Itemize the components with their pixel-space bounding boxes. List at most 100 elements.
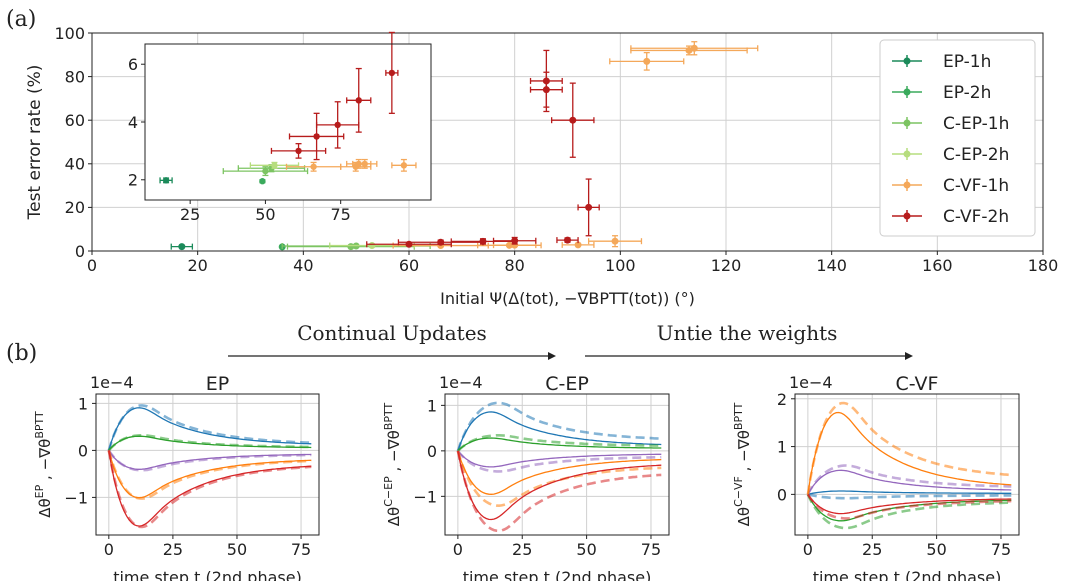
x-tick-label: 75 [991,540,1011,559]
untie-weights-arrow: Untie the weights [585,321,913,360]
y-tick-label: 20 [65,198,85,217]
bptt-curve-red [806,493,1012,520]
update-curve-orange [807,411,1012,495]
x-tick-label: 0 [104,540,114,559]
data-point [271,162,278,169]
x-tick-label: 0 [803,540,813,559]
data-point [347,243,355,251]
data-point [162,177,170,184]
untie-weights-label: Untie the weights [657,321,838,345]
y-tick-label: 0 [78,441,88,460]
data-point [511,237,519,245]
x-tick-label: 50 [576,540,596,559]
x-tick-label: 25 [862,540,882,559]
x-axis-label: time step t (2nd phase) [813,568,1002,581]
x-tick-label: 25 [180,205,200,224]
y-tick-label: 1 [427,396,437,415]
data-point [355,97,362,104]
x-tick-label: 0 [87,256,97,275]
data-point [585,203,593,211]
data-point [400,162,408,169]
data-point [437,238,445,246]
update-curve-purple [108,450,312,470]
y-tick-label: −1 [413,487,437,506]
x-tick-label: 100 [605,256,636,275]
y-tick-label: 1 [777,438,787,457]
data-point [310,163,317,170]
continual-updates-label: Continual Updates [297,321,487,345]
legend-entry-label: EP-2h [943,83,991,103]
update-curve-red [457,450,662,521]
data-point [564,236,571,244]
update-curve-purple [457,450,662,468]
y-tick-label: 100 [54,24,85,43]
bptt-curve-blue [807,493,1012,500]
update-curve-blue [807,490,1012,496]
x-tick-label: 50 [255,205,275,224]
bptt-curve-purple [107,449,312,472]
panel-label-b: (b) [6,341,37,366]
update-curve-blue [457,411,662,452]
x-tick-label: 75 [291,540,311,559]
x-axis-label: Initial Ψ(Δ(tot), −∇BPTT(tot)) (°) [440,289,695,308]
y-tick-label: 6 [128,55,138,74]
x-tick-label: 140 [816,256,847,275]
legend-entry-label: C-VF-2h [943,207,1009,227]
x-tick-label: 75 [331,205,351,224]
plot-frame [794,393,1020,536]
bptt-curve-red [107,450,312,529]
c-ep-subplot: 0 25 50 75 −1 0 11e−4 C-EP time step t (2nd phas… [382,373,670,586]
y-tick-label: 0 [75,242,85,261]
update-curve-purple [807,469,1012,495]
y-tick-label: 80 [65,67,85,86]
y-tick-label: 0 [777,485,787,504]
y-axis-label: ΔθC−EP , −∇θBPTT [382,402,403,526]
y-axis-label: ΔθEP , −∇θBPTT [33,411,54,518]
legend-swatch-dot [903,119,911,127]
x-tick-label: 75 [641,540,661,559]
update-curve-red [108,450,312,527]
scale-factor-label: 1e−4 [789,373,833,392]
legend-swatch-dot [903,150,911,158]
data-point [368,242,376,250]
data-point [388,69,396,77]
x-tick-label: 50 [926,540,946,559]
panel-label-a: (a) [6,7,36,32]
legend-swatch-dot [903,212,911,220]
data-point [569,116,577,124]
plot-frame [91,32,1044,252]
y-tick-label: −1 [64,488,88,507]
plot-frame [95,393,320,536]
data-point [643,57,651,65]
legend-swatch-dot [903,57,911,65]
data-point [611,237,619,245]
x-tick-label: 80 [504,256,524,275]
subplot-title: C-EP [545,373,589,395]
x-tick-label: 120 [711,256,742,275]
x-tick-label: 50 [227,540,247,559]
x-tick-label: 25 [512,540,532,559]
data-point [690,44,698,52]
y-tick-label: 1 [78,394,88,413]
x-tick-label: 60 [399,256,419,275]
data-point [262,167,269,175]
legend-box [879,39,1036,237]
legend-entry-label: C-EP-1h [943,114,1009,134]
x-tick-label: 20 [187,256,207,275]
bptt-curve-green [806,493,1012,530]
y-tick-label: 4 [128,113,138,132]
y-tick-label: 40 [65,155,85,174]
y-tick-label: 2 [777,390,787,409]
continual-updates-arrow: Continual Updates [228,321,556,360]
legend: EP-1h EP-2h C-EP-1h C-EP-2h C-VF-1h C-VF-2h [879,39,1036,237]
x-tick-label: 40 [293,256,313,275]
y-tick-label: 60 [65,111,85,130]
y-tick-label: 0 [427,442,437,461]
update-curve-blue [108,407,312,451]
ep-subplot: 0 25 50 75 −1 0 11e−4 EP time step t (2nd phase)… [33,373,320,586]
x-tick-label: 0 [453,540,463,559]
bptt-curve-orange [806,401,1012,495]
x-tick-label: 160 [922,256,953,275]
x-axis-label: time step t (2nd phase) [463,568,652,581]
update-curve-red [807,494,1012,515]
